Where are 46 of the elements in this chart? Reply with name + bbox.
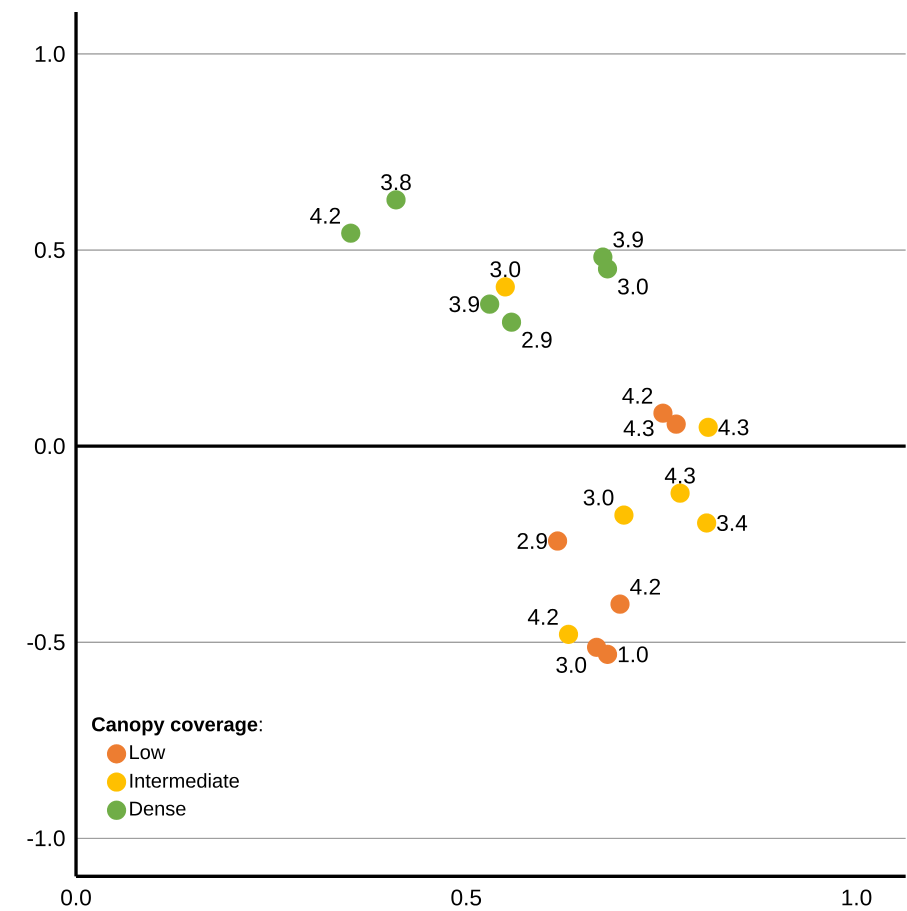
annotation: 4.2 [622, 388, 652, 404]
annotation: 4.3 [718, 419, 748, 436]
y-tick-label: 0.0 [34, 438, 65, 454]
point [502, 312, 522, 332]
point [558, 624, 578, 644]
point [480, 294, 500, 314]
annotation: 3.9 [613, 231, 643, 248]
legend-label: Low [130, 745, 166, 760]
legend-title: Canopy coverage: [92, 717, 262, 736]
annotation: 3.0 [618, 278, 648, 295]
point [698, 418, 718, 437]
annotation: 4.3 [624, 420, 654, 436]
y-tick-label: 1.0 [36, 46, 65, 62]
point [386, 190, 406, 210]
annotation: 3.4 [717, 514, 748, 532]
annotation: 4.2 [630, 578, 660, 595]
annotation: 3.0 [556, 656, 586, 673]
point [610, 594, 630, 614]
point [697, 513, 716, 533]
legend-label: Dense [130, 802, 186, 816]
annotation: 3.0 [490, 261, 520, 278]
annotation: 2.9 [518, 532, 547, 550]
y-tick-label: 0.5 [34, 242, 65, 258]
point [666, 414, 686, 434]
annotation: 4.3 [664, 468, 695, 484]
y-tick-label: -0.5 [27, 634, 65, 650]
legend-label: Intermediate [130, 773, 239, 788]
x-tick-label: 0.5 [451, 889, 482, 906]
annotation: 4.2 [528, 608, 558, 625]
point [341, 224, 360, 243]
annotation: 1.0 [618, 646, 648, 662]
point [548, 531, 568, 551]
point [670, 484, 690, 503]
point [653, 404, 673, 423]
x-tick-label: 0.0 [61, 889, 91, 906]
x-tick-label: 1.0 [842, 889, 872, 906]
annotation: 2.9 [522, 332, 552, 348]
annotation: 3.0 [584, 489, 614, 506]
annotation: 3.8 [381, 174, 411, 190]
y-tick-label: -1.0 [27, 830, 65, 846]
point [598, 644, 618, 664]
annotation: 4.2 [310, 208, 340, 224]
annotation: 3.9 [449, 296, 480, 312]
point [496, 277, 515, 297]
point [614, 506, 634, 525]
point [598, 259, 618, 278]
